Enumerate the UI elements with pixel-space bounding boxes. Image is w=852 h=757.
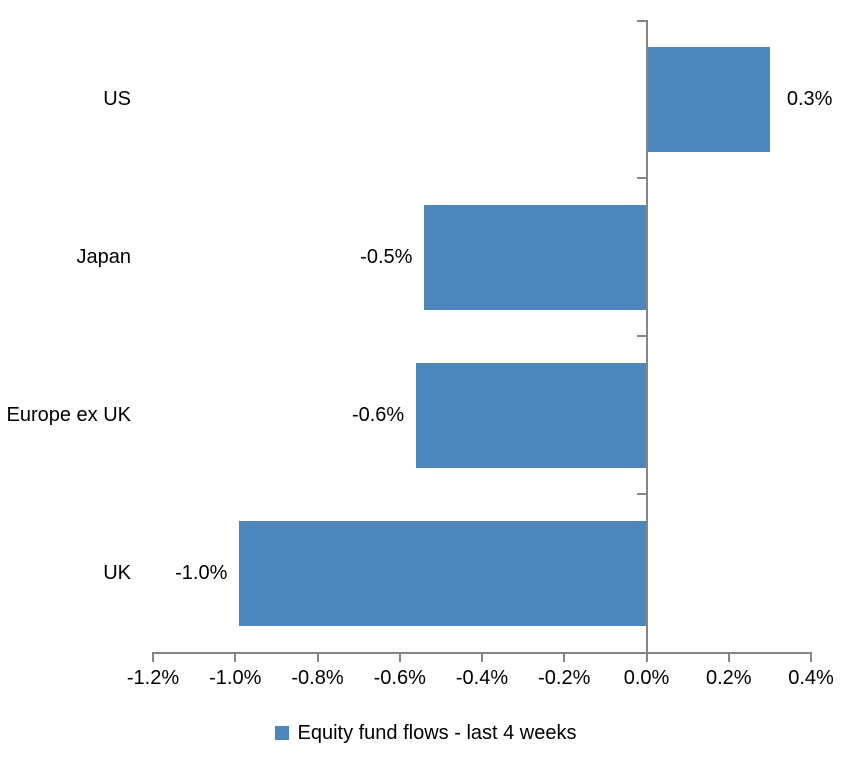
x-tick-label: 0.2% [705,667,752,689]
y-axis-tick [636,20,646,22]
category-label-japan: Japan [76,246,132,268]
x-tick-label: 0.4% [788,667,834,689]
x-axis-tick [152,652,154,662]
x-axis-tick [645,652,648,662]
category-label-us: US [103,88,131,110]
x-tick-label: -0.4% [455,667,509,689]
legend-marker-icon [275,726,290,740]
value-label-uk: -1.0% [175,562,228,584]
zero-axis-line [645,20,648,654]
value-label-europe-ex-uk: -0.6% [351,404,405,426]
x-axis-tick [810,652,812,662]
y-axis-tick [636,493,646,495]
legend-label: Equity fund flows - last 4 weeks [297,722,577,744]
category-label-uk: UK [103,562,131,584]
legend: Equity fund flows - last 4 weeks [0,720,852,746]
x-axis-tick [316,652,319,662]
y-axis-tick [636,335,646,337]
x-tick-label: -1.2% [126,667,180,689]
bar-japan [424,205,647,310]
x-axis-tick [234,652,237,662]
category-label-europe-ex-uk: Europe ex UK [6,404,131,426]
x-axis-tick [563,652,566,662]
bar-uk [239,521,647,626]
x-axis-tick [481,652,483,662]
x-axis-tick [727,652,730,662]
x-tick-label: -1.0% [209,667,262,689]
x-tick-label: -0.8% [291,667,344,689]
x-tick-label: 0.0% [623,667,670,689]
x-tick-label: -0.2% [538,667,591,689]
y-axis-tick [636,177,646,179]
value-label-us: 0.3% [786,88,833,110]
x-axis-tick [398,652,401,662]
value-label-japan: -0.5% [360,246,413,268]
x-tick-label: -0.6% [373,667,426,689]
bar-europe-ex-uk [416,363,647,468]
bar-us [646,47,770,152]
